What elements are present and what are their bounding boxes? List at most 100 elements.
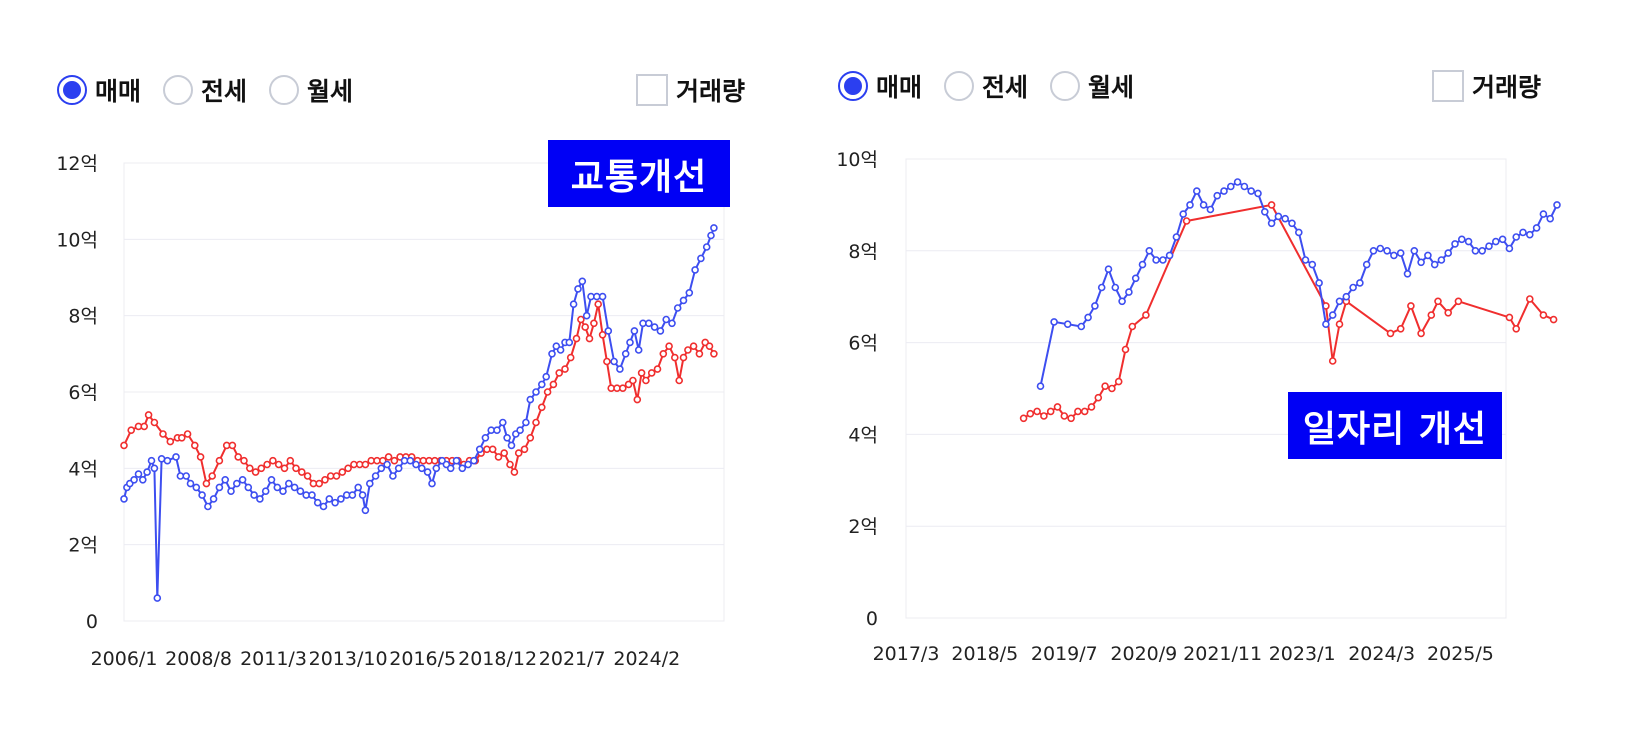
data-point-red[interactable] <box>1094 393 1103 402</box>
data-point-blue[interactable] <box>662 315 671 324</box>
data-point-red[interactable] <box>555 369 564 377</box>
data-point-red[interactable] <box>269 456 277 465</box>
data-point-red[interactable] <box>572 334 581 343</box>
data-point-blue[interactable] <box>325 495 334 503</box>
data-point-blue[interactable] <box>526 395 535 404</box>
data-point-blue[interactable] <box>150 464 159 473</box>
data-point-blue[interactable] <box>1369 247 1378 255</box>
data-point-blue[interactable] <box>267 475 276 484</box>
data-point-blue[interactable] <box>1220 187 1228 195</box>
data-point-blue[interactable] <box>383 460 391 469</box>
data-point-blue[interactable] <box>1491 237 1500 246</box>
data-point-red[interactable] <box>684 346 692 354</box>
data-point-red[interactable] <box>140 422 148 431</box>
data-point-red[interactable] <box>532 418 540 427</box>
data-point-blue[interactable] <box>1091 302 1099 310</box>
data-point-red[interactable] <box>1040 412 1048 420</box>
data-point-blue[interactable] <box>250 491 258 499</box>
data-point-blue[interactable] <box>1376 244 1385 253</box>
data-point-red[interactable] <box>1046 407 1055 416</box>
data-point-blue[interactable] <box>233 479 241 488</box>
data-point-red[interactable] <box>202 479 211 488</box>
data-point-blue[interactable] <box>412 460 420 469</box>
data-point-red[interactable] <box>166 437 175 446</box>
data-point-blue[interactable] <box>644 319 653 328</box>
data-point-red[interactable] <box>1087 403 1096 411</box>
data-point-blue[interactable] <box>685 288 694 297</box>
data-point-blue[interactable] <box>1145 247 1154 255</box>
data-point-blue[interactable] <box>1396 249 1405 257</box>
data-point-red[interactable] <box>332 472 341 480</box>
data-point-blue[interactable] <box>279 487 287 496</box>
data-point-blue[interactable] <box>610 357 618 366</box>
data-point-blue[interactable] <box>1471 247 1480 255</box>
data-point-blue[interactable] <box>1131 274 1140 283</box>
data-point-blue[interactable] <box>542 372 551 381</box>
data-point-blue[interactable] <box>221 475 229 484</box>
data-point-blue[interactable] <box>354 483 363 492</box>
data-point-blue[interactable] <box>1539 210 1548 218</box>
data-point-blue[interactable] <box>548 349 556 358</box>
data-point-blue[interactable] <box>358 491 367 499</box>
data-point-red[interactable] <box>1121 345 1130 354</box>
data-point-blue[interactable] <box>1410 247 1419 255</box>
data-point-blue[interactable] <box>192 483 201 492</box>
data-point-blue[interactable] <box>1233 178 1242 186</box>
data-point-blue[interactable] <box>1356 279 1364 287</box>
data-point-blue[interactable] <box>582 311 591 320</box>
data-point-blue[interactable] <box>1247 187 1256 195</box>
data-point-blue[interactable] <box>507 441 516 450</box>
data-point-red[interactable] <box>705 342 714 351</box>
data-point-red[interactable] <box>1026 409 1035 418</box>
data-point-blue[interactable] <box>209 495 218 503</box>
data-point-red[interactable] <box>390 456 399 465</box>
data-point-red[interactable] <box>594 300 603 309</box>
data-point-red[interactable] <box>500 449 509 457</box>
data-point-blue[interactable] <box>244 483 253 492</box>
data-point-blue[interactable] <box>389 472 397 480</box>
data-point-blue[interactable] <box>1206 205 1215 214</box>
data-point-blue[interactable] <box>668 319 676 328</box>
data-point-blue[interactable] <box>428 479 436 488</box>
data-point-red[interactable] <box>549 380 558 389</box>
data-point-blue[interactable] <box>616 365 624 373</box>
data-point-red[interactable] <box>510 468 519 476</box>
data-point-red[interactable] <box>670 353 679 362</box>
data-point-red[interactable] <box>520 445 529 454</box>
data-point-red[interactable] <box>191 441 199 450</box>
data-point-blue[interactable] <box>1213 191 1222 200</box>
data-point-blue[interactable] <box>470 456 478 465</box>
data-point-blue[interactable] <box>406 456 415 465</box>
data-point-blue[interactable] <box>348 491 357 499</box>
data-point-blue[interactable] <box>604 327 613 335</box>
data-point-red[interactable] <box>120 441 128 450</box>
data-point-blue[interactable] <box>1240 182 1249 191</box>
data-point-blue[interactable] <box>1328 311 1337 319</box>
data-point-blue[interactable] <box>1335 297 1344 306</box>
data-point-red[interactable] <box>292 464 300 473</box>
data-point-red[interactable] <box>506 460 514 469</box>
data-point-red[interactable] <box>1108 384 1116 393</box>
data-point-blue[interactable] <box>1478 247 1487 255</box>
data-point-blue[interactable] <box>139 475 147 484</box>
data-point-blue[interactable] <box>1417 258 1425 267</box>
data-point-blue[interactable] <box>1186 201 1194 209</box>
data-point-blue[interactable] <box>1390 251 1398 260</box>
data-point-blue[interactable] <box>1505 244 1514 253</box>
data-point-blue[interactable] <box>702 243 711 251</box>
data-point-red[interactable] <box>1033 407 1041 416</box>
data-point-blue[interactable] <box>371 472 380 480</box>
data-point-blue[interactable] <box>481 433 490 442</box>
data-point-red[interactable] <box>183 430 192 438</box>
data-point-red[interactable] <box>561 365 569 373</box>
data-point-red[interactable] <box>1427 311 1436 319</box>
data-point-red[interactable] <box>689 342 698 351</box>
data-point-red[interactable] <box>1335 320 1344 329</box>
data-point-blue[interactable] <box>313 498 322 507</box>
data-point-blue[interactable] <box>578 277 587 286</box>
data-point-blue[interactable] <box>120 495 128 503</box>
data-point-red[interactable] <box>1505 313 1514 322</box>
data-point-red[interactable] <box>695 349 704 358</box>
data-point-blue[interactable] <box>394 464 403 473</box>
radio-sale[interactable]: 매매 <box>838 68 922 104</box>
